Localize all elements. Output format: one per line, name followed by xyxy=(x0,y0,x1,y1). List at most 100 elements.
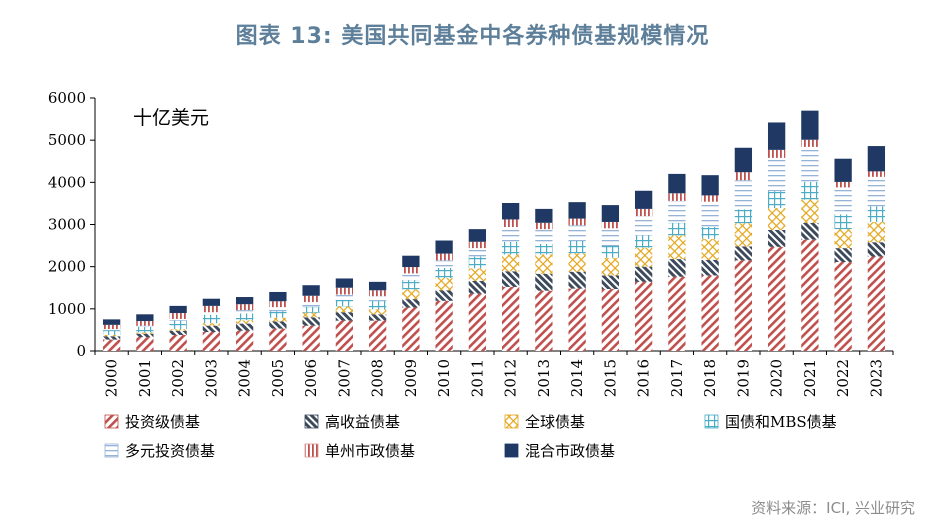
bar-segment xyxy=(302,306,320,313)
bar-segment xyxy=(568,288,586,351)
bar-segment xyxy=(335,278,354,288)
bar-segment xyxy=(767,246,786,351)
x-tick-label: 2018 xyxy=(701,359,719,397)
x-tick-label: 2009 xyxy=(402,359,420,397)
bar-segment xyxy=(601,289,620,351)
bar-segment xyxy=(136,314,154,322)
bar-segment xyxy=(701,195,719,202)
bar-segment xyxy=(834,248,852,263)
bar-segment xyxy=(269,328,287,351)
bar-segment xyxy=(269,291,287,302)
bar-segment xyxy=(335,306,354,313)
bar-segment xyxy=(302,295,320,303)
bar-segment xyxy=(634,216,653,236)
bar-segment xyxy=(468,268,487,281)
bar-segment xyxy=(169,334,187,351)
bar-segment xyxy=(368,320,387,351)
bar-segment xyxy=(169,318,187,321)
bar-segment xyxy=(668,173,686,194)
bar-segment xyxy=(601,228,620,247)
bar-segment xyxy=(269,301,287,308)
x-tick-label: 2002 xyxy=(169,359,187,397)
bar-segment xyxy=(368,309,387,315)
bar-segment xyxy=(368,314,387,321)
bar-segment xyxy=(535,254,553,274)
bar-segment xyxy=(834,187,852,215)
bar-segment xyxy=(468,293,487,351)
bar-segment xyxy=(734,209,753,224)
bar-segment xyxy=(402,289,420,300)
bar-segment xyxy=(302,325,320,351)
bar-segment xyxy=(801,239,819,351)
bar-segment xyxy=(867,146,886,172)
bar-segment xyxy=(834,229,852,249)
x-tick-label: 2006 xyxy=(302,359,320,397)
x-tick-label: 2005 xyxy=(269,359,287,397)
bar-segment xyxy=(102,334,121,337)
bar-segment xyxy=(668,259,686,277)
bar-segment xyxy=(568,271,586,289)
bar-segment xyxy=(335,320,354,351)
bar-segment xyxy=(634,247,653,267)
unit-label: 十亿美元 xyxy=(133,107,209,129)
bar-segment xyxy=(169,329,187,331)
bar-segment xyxy=(568,240,586,254)
bar-segment xyxy=(368,296,387,301)
bar-segment xyxy=(535,273,553,291)
bar-segment xyxy=(468,229,487,242)
legend-label: 高收益债基 xyxy=(325,413,400,431)
legend-label: 单州市政债基 xyxy=(325,442,415,460)
legend-swatch xyxy=(504,443,519,458)
bar-segment xyxy=(335,287,354,295)
bar-segment xyxy=(435,260,453,268)
bar-segment xyxy=(535,222,553,230)
bar-segment xyxy=(102,329,121,331)
x-tick-label: 2013 xyxy=(535,359,553,397)
legend-label: 全球债基 xyxy=(525,413,585,431)
legend-swatch xyxy=(704,414,719,429)
bar-segment xyxy=(202,325,221,333)
bar-segment xyxy=(435,240,453,254)
bar-segment xyxy=(867,171,886,177)
bar-segment xyxy=(535,243,553,255)
bar-segment xyxy=(501,286,520,351)
bar-segment xyxy=(701,201,719,228)
source-note: 资料来源：ICI, 兴业研究 xyxy=(751,499,915,517)
bar-segment xyxy=(767,208,786,230)
bar-segment xyxy=(235,310,254,314)
bar-segment xyxy=(202,305,221,313)
bar-segment xyxy=(169,320,187,330)
x-tick-label: 2001 xyxy=(136,359,154,397)
y-tick-label: 5000 xyxy=(48,131,86,149)
bar-segment xyxy=(136,325,154,327)
bar-segment xyxy=(568,218,586,226)
bar-segment xyxy=(601,205,620,222)
bar-segment xyxy=(501,227,520,242)
bar-segment xyxy=(834,181,852,188)
bar-segment xyxy=(734,260,753,351)
bar-segment xyxy=(668,193,686,201)
bar-segment xyxy=(501,241,520,255)
y-tick-label: 0 xyxy=(76,342,86,360)
bar-segment xyxy=(734,147,753,173)
legend-swatch xyxy=(104,414,119,429)
bar-segment xyxy=(435,278,453,291)
bars xyxy=(102,110,886,351)
bar-segment xyxy=(235,323,254,331)
bar-segment xyxy=(701,275,719,351)
bar-segment xyxy=(568,202,586,219)
legend-label: 混合市政债基 xyxy=(525,442,615,460)
bar-segment xyxy=(269,307,287,312)
bar-segment xyxy=(767,122,786,150)
x-tick-label: 2016 xyxy=(635,359,653,397)
bar-segment xyxy=(701,175,719,196)
bar-segment xyxy=(634,235,653,248)
bar-segment xyxy=(202,314,221,324)
bar-segment xyxy=(701,227,719,239)
bar-segment xyxy=(734,246,753,261)
bar-segment xyxy=(302,312,320,318)
bar-segment xyxy=(501,271,520,287)
chart-title: 图表 13: 美国共同基金中各券种债基规模情况 xyxy=(235,24,710,49)
